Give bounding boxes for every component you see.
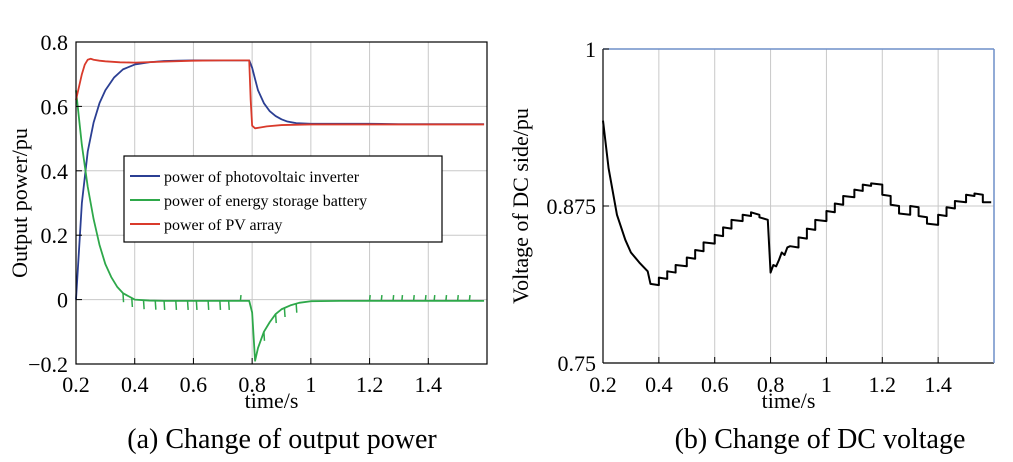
series-spike <box>445 295 448 301</box>
x-tick-label: 1.2 <box>356 372 384 397</box>
series-spike <box>468 295 471 301</box>
series-spike <box>219 300 222 310</box>
x-tick-label: 0.2 <box>62 372 90 397</box>
series-spike <box>380 295 383 301</box>
series-spike <box>456 295 459 301</box>
x-tick-label: 1.2 <box>869 372 897 397</box>
x-axis-label: time/s <box>245 388 299 413</box>
plot-frame <box>75 41 488 365</box>
series-spike <box>274 314 277 324</box>
y-axis-label: Voltage of DC side/pu <box>508 108 533 304</box>
series-spike <box>392 295 395 301</box>
chart-b: 0.2 0.4 0.6 0.8 1 1.2 1.40.750.8751time/sVolta… <box>508 37 995 455</box>
series-spike <box>263 331 266 341</box>
y-tick-label: −0.2 <box>28 352 68 377</box>
chart-caption: (a) Change of output power <box>127 424 437 455</box>
chart-caption: (b) Change of DC voltage <box>675 424 966 455</box>
series-spike <box>368 295 371 301</box>
legend-entry-1: power of photovoltaic inverter <box>164 169 360 186</box>
series-spike <box>433 295 436 301</box>
legend-box <box>123 155 443 243</box>
series-spike <box>186 300 189 310</box>
series-spike <box>412 295 415 301</box>
series-spike <box>295 303 298 313</box>
series-spike <box>207 300 210 310</box>
y-tick-label: 0.6 <box>41 94 69 119</box>
y-tick-label: 0.4 <box>41 159 69 184</box>
series-spike <box>175 300 178 310</box>
series-spike <box>142 300 145 310</box>
y-tick-label: 0.75 <box>558 351 597 376</box>
series-line-1 <box>602 120 992 287</box>
y-tick-label: 0.8 <box>41 30 69 55</box>
x-tick-label: 1 <box>305 372 316 397</box>
x-tick-label: 1.4 <box>924 372 952 397</box>
legend-entry-3: power of PV array <box>164 217 282 234</box>
y-axis-label: Output power/pu <box>7 128 32 278</box>
y-tick-label: 0.875 <box>547 194 597 219</box>
series-spike <box>131 297 134 308</box>
series-spike <box>154 300 157 310</box>
series-spike <box>122 293 125 303</box>
series-spike <box>283 307 286 318</box>
legend-entry-2: power of energy storage battery <box>164 193 367 210</box>
series-spike <box>227 300 230 310</box>
series-line-2 <box>75 90 485 362</box>
x-axis-label: time/s <box>762 388 816 413</box>
y-tick-label: 0.2 <box>41 223 69 248</box>
x-tick-label: 0.8 <box>757 372 785 397</box>
x-tick-label: 0.4 <box>121 372 149 397</box>
series-spike <box>163 300 166 310</box>
series-spike <box>239 295 242 301</box>
y-tick-label: 1 <box>585 37 596 62</box>
x-tick-label: 0.2 <box>589 372 617 397</box>
x-tick-label: 0.8 <box>238 372 266 397</box>
series-spike <box>195 300 198 310</box>
x-tick-label: 0.6 <box>180 372 208 397</box>
series-spike <box>424 295 427 301</box>
x-tick-label: 0.6 <box>701 372 729 397</box>
series-line-3 <box>75 57 485 130</box>
x-tick-label: 1.4 <box>415 372 443 397</box>
series-spike <box>401 295 404 301</box>
y-tick-label: 0 <box>57 288 68 313</box>
x-tick-label: 0.4 <box>645 372 673 397</box>
chart-a: 0.2 0.4 0.6 0.8 1 1.2 1.4−0.200.20.40.60.8time… <box>7 30 488 455</box>
x-tick-label: 1 <box>821 372 832 397</box>
legend: power of photovoltaic inverter power of e… <box>123 155 443 243</box>
